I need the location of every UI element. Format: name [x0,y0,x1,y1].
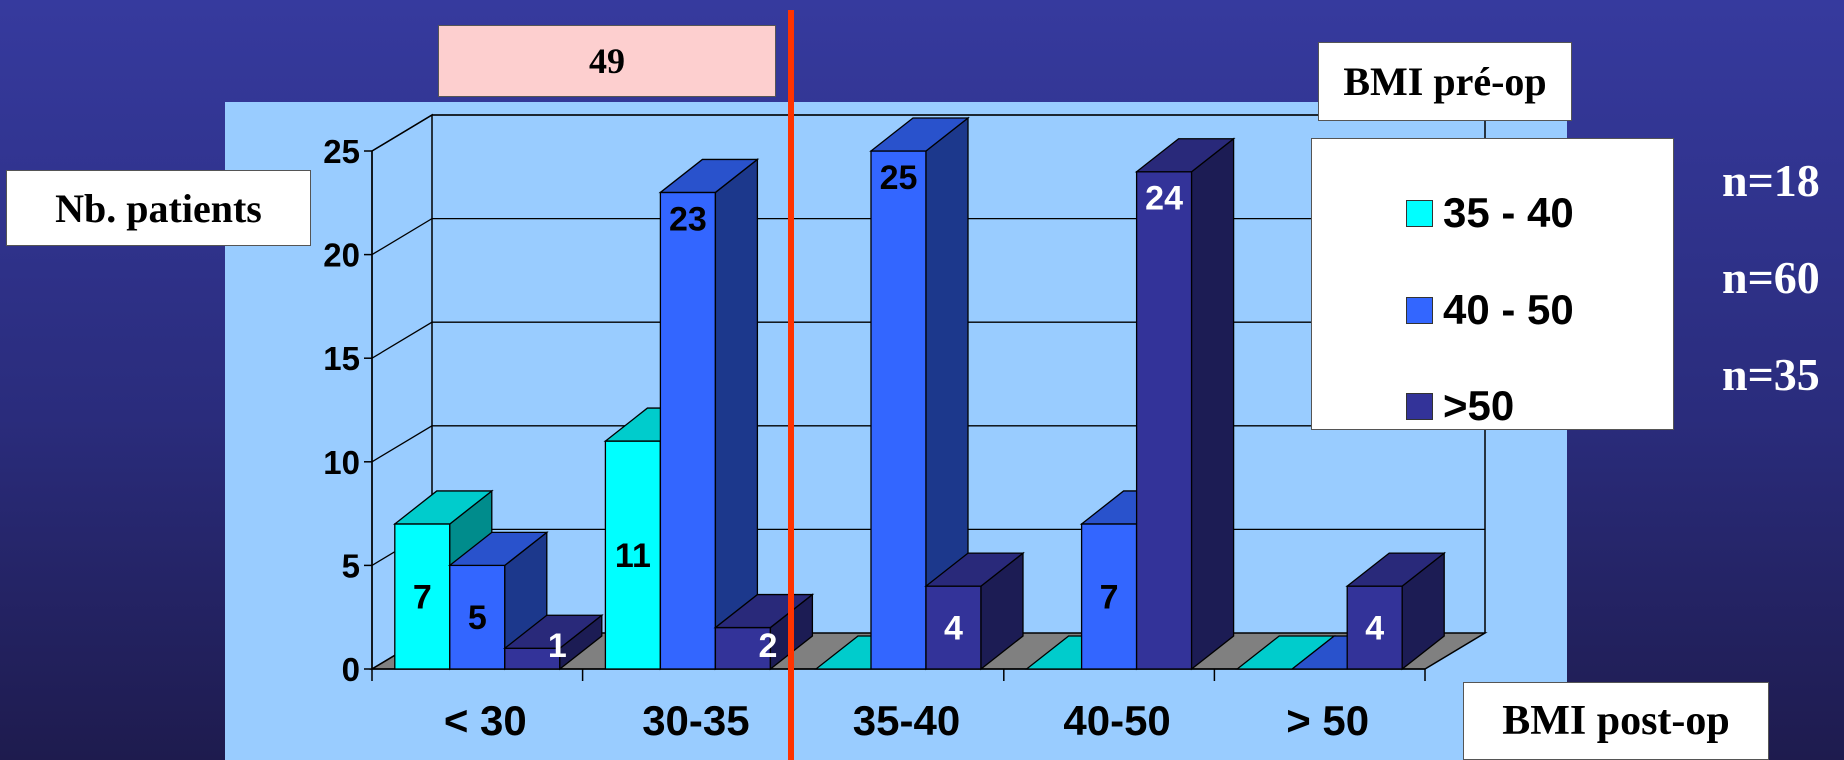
data-label: 25 [880,159,918,197]
data-label: 5 [468,599,487,637]
data-label: 4 [1365,610,1384,648]
y-axis-title: Nb. patients [6,170,311,246]
bar-side [1190,137,1235,671]
x-tick-label: 30-35 [642,697,749,744]
x-tick-label: 40-50 [1063,697,1170,744]
bar: 25 [869,116,970,671]
bar-front [870,150,927,670]
bar-top [1345,552,1447,587]
bar-top [924,552,1025,587]
legend-item-40-50: 40 - 50 [1406,286,1574,334]
data-label: 7 [413,578,432,616]
bar-top [658,158,760,194]
bar: 23 [658,158,760,671]
bar-top [869,117,970,152]
bar-top [392,490,494,525]
gridline [371,425,1485,463]
y-tick-label: 25 [323,133,360,170]
data-label: 11 [615,537,651,575]
data-label: 2 [758,627,777,665]
legend-item-35-40: 35 - 40 [1406,189,1574,237]
x-axis-title: BMI post-op [1463,682,1769,760]
data-label: 23 [669,200,707,238]
y-tick-label: 0 [342,651,360,688]
x-tick-label: > 50 [1286,697,1369,744]
x-axis-categories: < 30 30-35 35-40 40-50 > 50 [371,669,1426,744]
bar: 24 [1134,137,1236,671]
gridline [371,114,1485,152]
x-tick-label: 35-40 [853,697,960,744]
y-tick-label: 15 [323,340,360,377]
x-tick-label: < 30 [444,697,527,744]
y-tick-label: 10 [323,444,360,481]
bar-side [714,158,759,671]
bar-front [1135,171,1193,670]
gridline [371,217,1485,256]
legend-title: BMI pré-op [1318,42,1572,121]
bar-top [1134,138,1236,173]
data-label: 1 [548,627,567,665]
bar: 4 [1345,551,1447,671]
legend-swatch [1406,392,1433,420]
y-tick-label: 5 [342,547,360,584]
y-tick-label: 20 [323,237,360,274]
bar: 1 [502,613,604,671]
legend-label: 40 - 50 [1443,286,1574,333]
bar-front [659,191,717,670]
bar-top [502,614,604,649]
n-label-series-3: n=35 [1722,349,1820,400]
data-label: 7 [1100,578,1119,616]
legend-label: 35 - 40 [1443,189,1574,236]
top-count-box: 49 [438,25,776,97]
gridline [371,321,1485,359]
legend-item-over-50: >50 [1406,382,1514,430]
data-label: 4 [944,610,963,648]
bar-front [604,440,662,670]
legend-swatch [1406,296,1433,324]
n-label-series-1: n=18 [1722,155,1820,206]
legend: 35 - 40 40 - 50 >50 [1311,138,1674,430]
bar-top [447,531,549,567]
bar-front [449,564,506,670]
bar-front [925,585,982,670]
n-label-series-2: n=60 [1722,252,1820,303]
bar: 4 [924,551,1025,671]
legend-swatch [1406,199,1433,227]
data-label: 24 [1145,180,1183,218]
legend-label: >50 [1443,382,1515,429]
y-axis-ticks: 0 5 10 15 20 25 [323,133,372,688]
